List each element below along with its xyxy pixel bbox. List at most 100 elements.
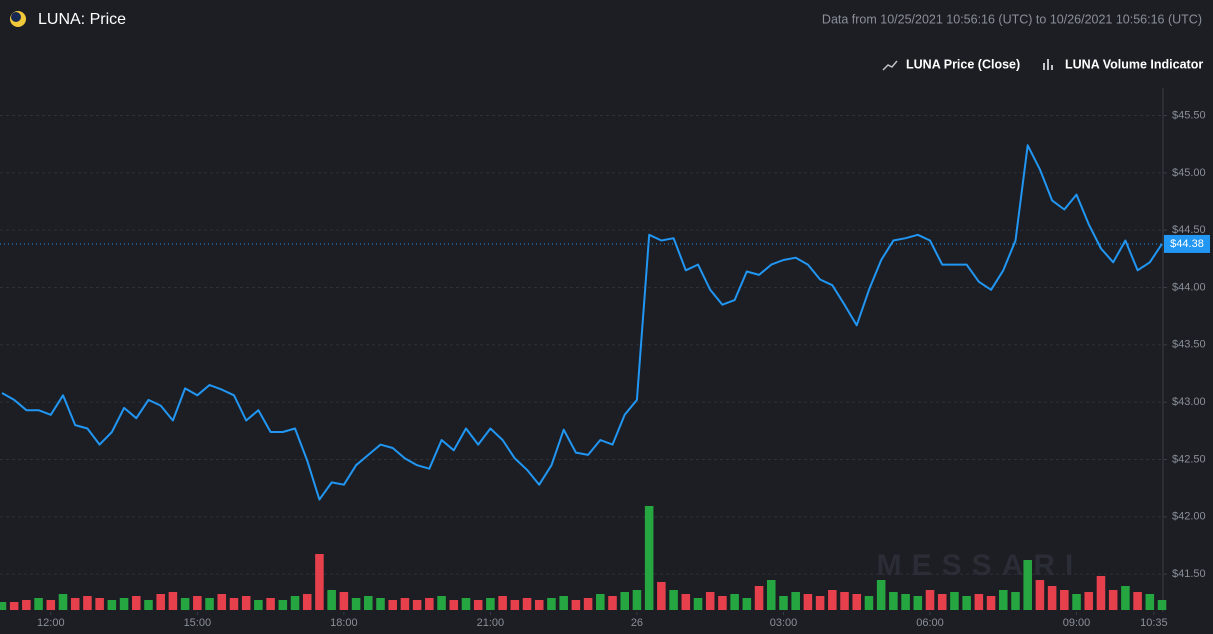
volume-bar <box>0 602 7 610</box>
x-tick-label: 09:00 <box>1063 617 1091 629</box>
volume-bar <box>742 598 752 610</box>
date-range: Data from 10/25/2021 10:56:16 (UTC) to 1… <box>822 12 1202 26</box>
volume-bar <box>449 600 459 610</box>
volume-bar <box>754 586 764 610</box>
volume-bar <box>950 592 959 610</box>
volume-bar <box>1096 576 1106 610</box>
last-price-box <box>1164 234 1210 253</box>
volume-bar <box>632 590 642 610</box>
legend-line-icon <box>882 60 898 71</box>
volume-bar <box>510 600 520 610</box>
volume-bar <box>828 590 837 610</box>
coin-icon-inner <box>11 12 21 22</box>
volume-bar <box>412 600 422 610</box>
volume-bar <box>534 600 544 610</box>
volume-bar <box>22 600 31 610</box>
volume-bar <box>522 598 532 610</box>
volume-bar <box>583 598 593 610</box>
volume-bar <box>107 600 117 610</box>
volume-bar <box>571 600 581 610</box>
x-tick-label: 21:00 <box>477 617 505 629</box>
volume-bar <box>730 594 739 610</box>
volume-bar <box>913 596 923 610</box>
volume-bar <box>70 598 80 610</box>
volume-bar <box>681 594 691 610</box>
volume-bar <box>1060 590 1069 610</box>
volume-bar <box>937 594 947 610</box>
volume-bar <box>1133 592 1142 610</box>
x-tick-label: 12:00 <box>37 617 65 629</box>
price-line <box>1 144 1163 501</box>
volume-bar <box>9 602 19 610</box>
volume-bar <box>461 598 471 610</box>
volume-bar <box>266 598 275 610</box>
volume-bar <box>388 600 397 610</box>
volume-bar <box>803 594 813 610</box>
last-price-label: $44.38 <box>1170 238 1204 250</box>
watermark: MESSARI <box>877 549 1084 582</box>
volume-bar <box>766 580 776 610</box>
volume-bar <box>119 598 129 610</box>
volume-bar <box>34 598 43 610</box>
volume-bar <box>193 596 202 610</box>
volume-bar <box>290 596 300 610</box>
volume-bar <box>791 592 800 610</box>
volume-bar <box>95 598 104 610</box>
volume-bar <box>620 592 630 610</box>
volume-bar <box>718 596 727 610</box>
volume-bar <box>1011 592 1020 610</box>
volume-bar <box>156 594 165 610</box>
y-tick-label: $44.00 <box>1172 281 1206 293</box>
volume-bar <box>254 600 263 610</box>
volume-bar <box>693 598 703 610</box>
volume-bar <box>364 596 373 610</box>
volume-bar <box>1023 560 1032 610</box>
volume-bar <box>425 598 434 610</box>
volume-bar <box>486 598 495 610</box>
chart-title: LUNA: Price <box>38 11 126 28</box>
volume-bar <box>1035 580 1045 610</box>
volume-bar <box>1157 600 1167 610</box>
legend-label[interactable]: LUNA Price (Close) <box>906 57 1020 71</box>
volume-bar <box>241 596 251 610</box>
volume-bar <box>962 596 971 610</box>
volume-bar <box>315 554 324 610</box>
volume-bar <box>1072 594 1081 610</box>
legend-label[interactable]: LUNA Volume Indicator <box>1065 57 1203 71</box>
volume-bar <box>547 598 556 610</box>
volume-bar <box>327 590 336 610</box>
volume-bar <box>400 598 410 610</box>
volume-bar <box>925 590 935 610</box>
volume-bar <box>596 594 605 610</box>
x-tick-label: 03:00 <box>770 617 798 629</box>
volume-bar <box>180 598 190 610</box>
volume-bar <box>705 592 715 610</box>
volume-bar <box>1084 592 1094 610</box>
volume-bar <box>498 596 507 610</box>
y-tick-label: $42.50 <box>1172 453 1206 465</box>
volume-bar <box>473 600 483 610</box>
y-tick-label: $45.00 <box>1172 167 1206 179</box>
volume-bar <box>1108 590 1118 610</box>
volume-bar <box>840 592 849 610</box>
volume-bar <box>876 580 886 610</box>
volume-bar <box>46 600 56 610</box>
x-tick-label: 06:00 <box>916 617 944 629</box>
volume-bar <box>437 596 446 610</box>
x-tick-label: 18:00 <box>330 617 358 629</box>
volume-bar <box>278 600 288 610</box>
volume-bar <box>205 598 214 610</box>
y-tick-label: $45.50 <box>1172 109 1206 121</box>
volume-bar <box>144 600 153 610</box>
volume-bar <box>339 592 349 610</box>
volume-bar <box>58 594 68 610</box>
volume-bar <box>229 598 239 610</box>
volume-bar <box>815 596 825 610</box>
volume-bar <box>132 596 141 610</box>
volume-bar <box>302 594 312 610</box>
volume-bar <box>168 592 178 610</box>
volume-bar <box>83 596 92 610</box>
volume-bar <box>351 598 361 610</box>
